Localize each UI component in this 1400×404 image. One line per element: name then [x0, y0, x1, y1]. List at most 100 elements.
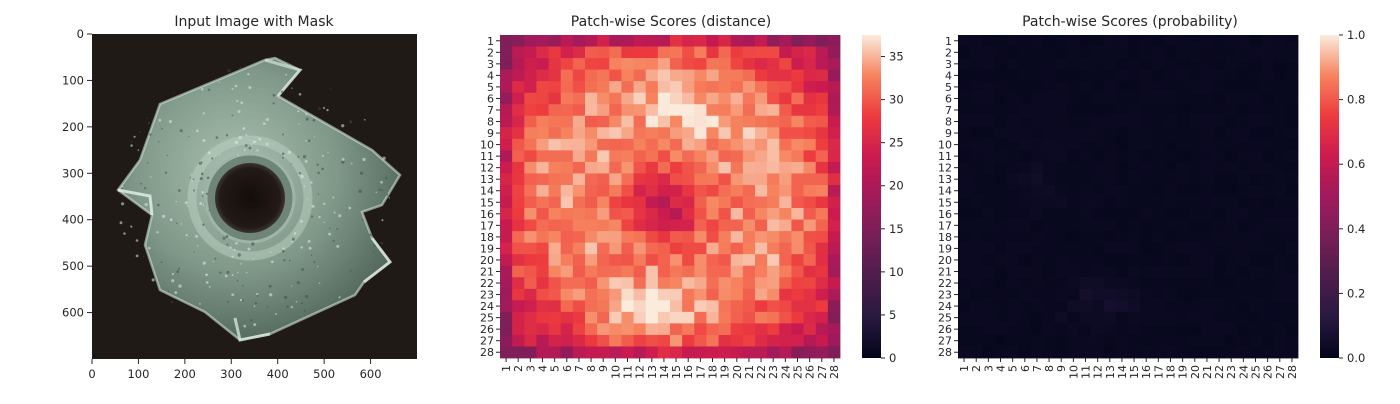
probability-cell [1115, 231, 1129, 244]
distance-cell [803, 196, 817, 209]
distance-cell [609, 311, 622, 324]
distance-cell [791, 115, 804, 128]
metal-speckle [207, 151, 211, 155]
probability-cell [958, 184, 971, 197]
probability-cell [1043, 277, 1056, 290]
distance-cell [621, 69, 634, 82]
probability-cell [1188, 104, 1202, 117]
probability-cell [970, 334, 983, 347]
metal-speckle [317, 171, 320, 175]
panel-title-distance: Patch-wise Scores (distance) [571, 14, 771, 30]
probability-y-tick-label: 10 [938, 139, 952, 152]
probability-cell [1237, 346, 1250, 359]
distance-cell [682, 277, 695, 290]
distance-cell [682, 196, 695, 209]
probability-cell [1237, 231, 1250, 244]
metal-speckle [247, 247, 251, 251]
distance-y-tick-label: 26 [480, 323, 494, 336]
probability-cell [1018, 254, 1032, 267]
probability-cell [1249, 334, 1262, 347]
distance-cell [755, 219, 768, 232]
distance-cell [572, 311, 586, 324]
distance-cell [572, 334, 586, 347]
distance-cell [706, 161, 719, 174]
distance-cell [585, 46, 598, 59]
probability-cell [1018, 231, 1032, 244]
distance-cell [718, 115, 732, 128]
distance-cell [645, 69, 659, 82]
metal-speckle [291, 240, 294, 243]
probability-cell [1273, 311, 1287, 324]
metal-speckle [256, 292, 259, 296]
probability-cell [1018, 184, 1032, 197]
probability-cell [1006, 288, 1020, 301]
probability-cell [1237, 138, 1250, 151]
metal-speckle [225, 234, 229, 238]
distance-cell [621, 254, 634, 267]
distance-cell [815, 127, 829, 140]
distance-cell [597, 92, 610, 105]
probability-cell [1067, 288, 1080, 301]
distance-cell [524, 300, 537, 313]
probability-cell [1055, 254, 1068, 267]
probability-cell [1261, 311, 1275, 324]
distance-cell [755, 231, 768, 244]
distance-cell [560, 208, 574, 220]
metal-speckle [350, 162, 353, 165]
probability-cell [1176, 138, 1190, 151]
probability-cell [1055, 219, 1068, 232]
distance-cell [803, 138, 817, 151]
distance-cell [621, 115, 634, 128]
probability-cell [1152, 323, 1165, 336]
distance-x-tick-label: 25 [792, 365, 805, 379]
probability-cell [1140, 138, 1153, 151]
distance-cell [645, 161, 659, 174]
distance-x-tick-label: 21 [743, 365, 756, 379]
distance-cell [560, 58, 574, 71]
metal-speckle [215, 136, 219, 139]
metal-speckle [341, 160, 345, 164]
distance-cell [815, 138, 829, 151]
probability-cell [1103, 300, 1117, 313]
metal-speckle [147, 121, 150, 125]
probability-cell [1164, 311, 1177, 324]
probability-cell [1176, 323, 1190, 336]
probability-cell [958, 173, 971, 186]
probability-y-tick-label: 9 [945, 127, 952, 140]
metal-speckle [144, 187, 147, 190]
metal-speckle [268, 284, 272, 288]
distance-cell [791, 277, 804, 290]
distance-cell [512, 92, 525, 105]
probability-cell [994, 265, 1007, 278]
probability-cell [1103, 208, 1117, 220]
metal-speckle [191, 179, 193, 182]
distance-cell [621, 46, 634, 59]
probability-cell [1128, 323, 1141, 336]
distance-cell [718, 196, 732, 209]
metal-speckle [305, 113, 308, 116]
probability-cell [1006, 300, 1020, 313]
metal-speckle [303, 309, 306, 312]
distance-cell [670, 35, 683, 47]
distance-y-tick-label: 25 [480, 312, 494, 325]
probability-cell [1030, 219, 1044, 232]
distance-cell [500, 115, 513, 128]
probability-cell [1152, 208, 1165, 220]
probability-cell [970, 138, 983, 151]
distance-cell [572, 231, 586, 244]
metal-speckle [286, 305, 289, 308]
distance-cell [657, 300, 671, 313]
probability-cell [1285, 311, 1299, 324]
distance-cell [597, 254, 610, 267]
distance-cell [755, 127, 768, 140]
distance-cell [524, 92, 537, 105]
probability-cell [1152, 115, 1165, 128]
probability-cell [1261, 138, 1275, 151]
distance-cell [512, 35, 525, 47]
probability-cell [958, 150, 971, 163]
probability-cell [1237, 300, 1250, 313]
distance-cell [560, 184, 574, 197]
metal-speckle [186, 205, 189, 207]
probability-colorbar-tick-label: 0.6 [1347, 157, 1365, 171]
distance-cell [572, 35, 586, 47]
